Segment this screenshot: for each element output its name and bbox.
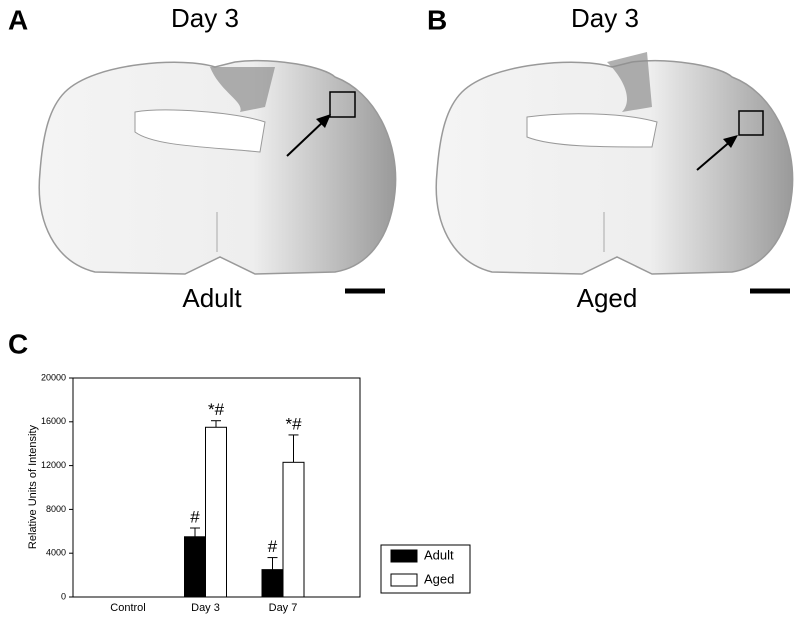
- legend-swatch: [390, 573, 418, 587]
- panel-letter: B: [427, 4, 447, 35]
- panel-caption: Aged: [577, 283, 638, 313]
- y-tick-label: 16000: [41, 416, 66, 426]
- bar: [184, 536, 206, 598]
- legend-label: Aged: [424, 571, 454, 586]
- brain-image-a: [38, 59, 397, 275]
- significance-mark: #: [190, 507, 200, 526]
- significance-mark: *#: [285, 414, 302, 433]
- y-tick-label: 4000: [46, 548, 66, 558]
- panel-letter: C: [8, 328, 28, 359]
- significance-mark: #: [268, 537, 278, 556]
- panel-caption: Adult: [182, 283, 242, 313]
- bar: [261, 569, 284, 598]
- significance-mark: *#: [208, 400, 225, 419]
- y-tick-label: 8000: [46, 504, 66, 514]
- y-tick-label: 20000: [41, 372, 66, 382]
- legend-label: Adult: [424, 547, 454, 562]
- y-axis-label: Relative Units of Intensity: [27, 424, 39, 549]
- panel-title: Day 3: [171, 3, 239, 33]
- panel-letter: A: [8, 4, 28, 35]
- x-tick-label: Day 7: [269, 602, 298, 614]
- panel-title: Day 3: [571, 3, 639, 33]
- x-tick-label: Control: [110, 602, 145, 614]
- bar: [282, 461, 305, 598]
- brain-image-b: [435, 52, 794, 275]
- y-tick-label: 0: [61, 591, 66, 601]
- legend-swatch: [390, 549, 418, 563]
- y-tick-label: 12000: [41, 460, 66, 470]
- x-tick-label: Day 3: [191, 602, 220, 614]
- bar: [205, 426, 227, 598]
